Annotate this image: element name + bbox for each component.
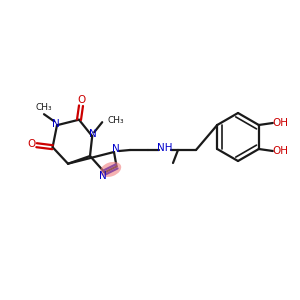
Ellipse shape: [100, 162, 121, 177]
Text: N: N: [89, 129, 97, 139]
Text: N: N: [112, 144, 120, 154]
Text: O: O: [28, 139, 36, 149]
Text: CH₃: CH₃: [36, 103, 52, 112]
Text: NH: NH: [157, 143, 173, 153]
Text: N: N: [52, 119, 60, 129]
Text: OH: OH: [273, 146, 289, 156]
Text: OH: OH: [273, 118, 289, 128]
Text: O: O: [77, 95, 85, 105]
Text: N: N: [99, 171, 106, 182]
Text: CH₃: CH₃: [107, 116, 124, 125]
